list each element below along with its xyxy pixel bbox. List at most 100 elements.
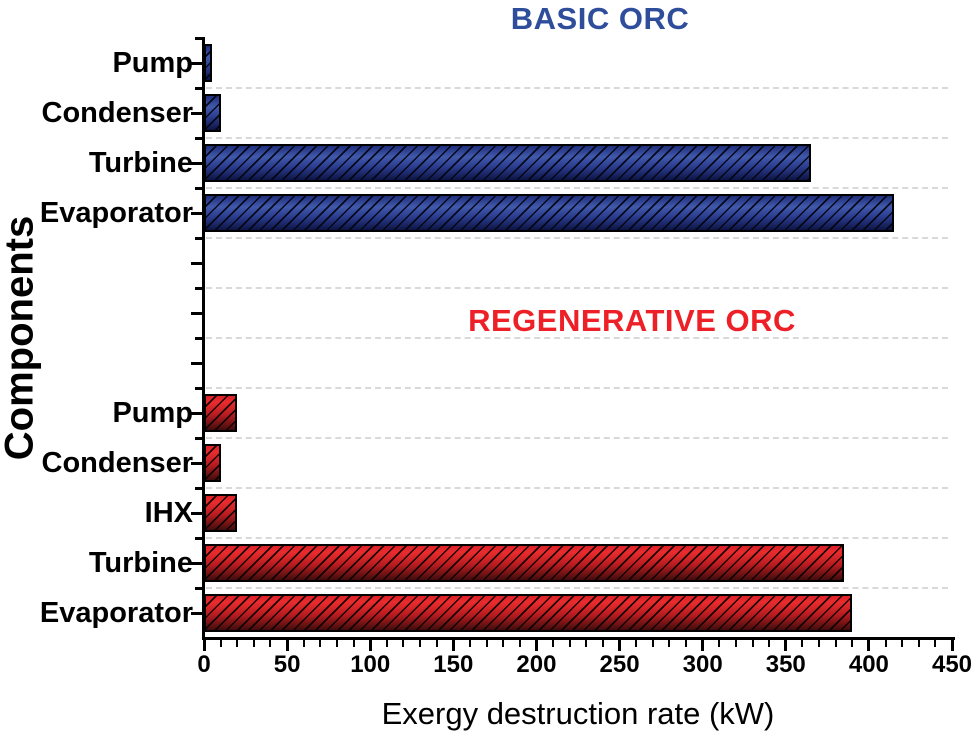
y-axis-major-tick	[191, 111, 202, 115]
bar-regenerative-pump	[204, 394, 237, 432]
x-axis-minor-tick	[768, 640, 771, 647]
bar-basic-condenser	[204, 94, 221, 132]
y-axis-minor-tick	[195, 37, 202, 40]
category-label-regenerative-condenser: Condenser	[41, 447, 193, 479]
y-axis-minor-tick	[195, 87, 202, 90]
y-axis-major-tick	[191, 411, 202, 415]
x-axis-major-tick	[451, 640, 455, 651]
y-axis-major-tick	[191, 161, 202, 165]
x-axis-minor-tick	[851, 640, 854, 647]
x-axis-minor-tick	[818, 640, 821, 647]
y-axis-major-tick	[191, 311, 202, 315]
x-axis-tick-label: 400	[848, 651, 889, 678]
bar-basic-evaporator	[204, 194, 894, 232]
y-axis-minor-tick	[195, 587, 202, 590]
x-axis-major-tick	[618, 640, 622, 651]
bar-basic-pump	[204, 44, 212, 82]
category-label-basic-evaporator: Evaporator	[39, 197, 193, 229]
gridline	[206, 287, 948, 289]
y-axis-minor-tick	[195, 537, 202, 540]
x-axis-major-tick	[534, 640, 538, 651]
y-axis-minor-tick	[195, 387, 202, 390]
gridline	[206, 337, 948, 339]
x-axis-minor-tick	[468, 640, 471, 647]
x-axis-minor-tick	[718, 640, 721, 647]
y-axis-label: Components	[0, 215, 42, 461]
x-axis-tick-label: 200	[516, 651, 557, 678]
x-axis-tick-label: 0	[197, 651, 211, 678]
x-axis-minor-tick	[585, 640, 588, 647]
y-axis-major-tick	[191, 211, 202, 215]
x-axis-major-tick	[784, 640, 788, 651]
x-axis-minor-tick	[419, 640, 422, 647]
x-axis-minor-tick	[635, 640, 638, 647]
group-title-basic-orc: BASIC ORC	[510, 1, 690, 36]
y-axis-minor-tick	[195, 287, 202, 290]
x-axis-minor-tick	[485, 640, 488, 647]
x-axis-minor-tick	[668, 640, 671, 647]
x-axis-minor-tick	[502, 640, 505, 647]
x-axis-tick-label: 300	[682, 651, 723, 678]
y-axis-minor-tick	[195, 237, 202, 240]
group-title-regenerative-orc: REGENERATIVE ORC	[468, 303, 796, 338]
y-axis-major-tick	[191, 261, 202, 265]
x-axis-major-tick	[867, 640, 871, 651]
bar-regenerative-condenser	[204, 444, 221, 482]
category-label-basic-pump: Pump	[112, 47, 193, 79]
bar-regenerative-ihx	[204, 494, 237, 532]
y-axis-minor-tick	[195, 337, 202, 340]
x-axis-line	[202, 637, 955, 640]
category-label-basic-turbine: Turbine	[88, 147, 193, 179]
x-axis-label: Exergy destruction rate (kW)	[381, 696, 775, 731]
y-axis-minor-tick	[195, 437, 202, 440]
gridline	[206, 87, 948, 89]
x-axis-minor-tick	[934, 640, 937, 647]
x-axis-minor-tick	[435, 640, 438, 647]
gridline	[206, 387, 948, 389]
y-axis-major-tick	[191, 511, 202, 515]
x-axis-minor-tick	[651, 640, 654, 647]
bar-basic-turbine	[204, 144, 811, 182]
x-axis-minor-tick	[352, 640, 355, 647]
gridline	[206, 137, 948, 139]
x-axis-minor-tick	[269, 640, 272, 647]
x-axis-major-tick	[285, 640, 289, 651]
x-axis-minor-tick	[568, 640, 571, 647]
y-axis-major-tick	[191, 61, 202, 65]
gridline	[206, 487, 948, 489]
y-axis-major-tick	[191, 361, 202, 365]
x-axis-minor-tick	[335, 640, 338, 647]
x-axis-major-tick	[701, 640, 705, 651]
x-axis-tick-label: 100	[350, 651, 391, 678]
x-axis-minor-tick	[552, 640, 555, 647]
x-axis-minor-tick	[385, 640, 388, 647]
x-axis-minor-tick	[801, 640, 804, 647]
x-axis-minor-tick	[751, 640, 754, 647]
gridline	[206, 587, 948, 589]
y-axis-minor-tick	[195, 487, 202, 490]
y-axis-major-tick	[191, 611, 202, 615]
x-axis-tick-label: 50	[273, 651, 301, 678]
x-axis-minor-tick	[236, 640, 239, 647]
gridline	[206, 237, 948, 239]
category-label-regenerative-turbine: Turbine	[88, 547, 193, 579]
gridline	[206, 187, 948, 189]
x-axis-tick-label: 350	[765, 651, 806, 678]
x-axis-minor-tick	[884, 640, 887, 647]
x-axis-minor-tick	[252, 640, 255, 647]
bar-regenerative-turbine	[204, 544, 844, 582]
x-axis-minor-tick	[901, 640, 904, 647]
x-axis-major-tick	[368, 640, 372, 651]
bar-regenerative-evaporator	[204, 594, 852, 632]
y-axis-line	[202, 37, 205, 640]
x-axis-tick-label: 250	[599, 651, 640, 678]
x-axis-tick-label: 450	[931, 651, 973, 678]
y-axis-major-tick	[191, 461, 202, 465]
gridline	[206, 537, 948, 539]
x-axis-minor-tick	[302, 640, 305, 647]
category-label-regenerative-ihx: IHX	[144, 497, 193, 529]
y-axis-minor-tick	[195, 137, 202, 140]
category-label-regenerative-pump: Pump	[112, 397, 193, 429]
x-axis-minor-tick	[601, 640, 604, 647]
